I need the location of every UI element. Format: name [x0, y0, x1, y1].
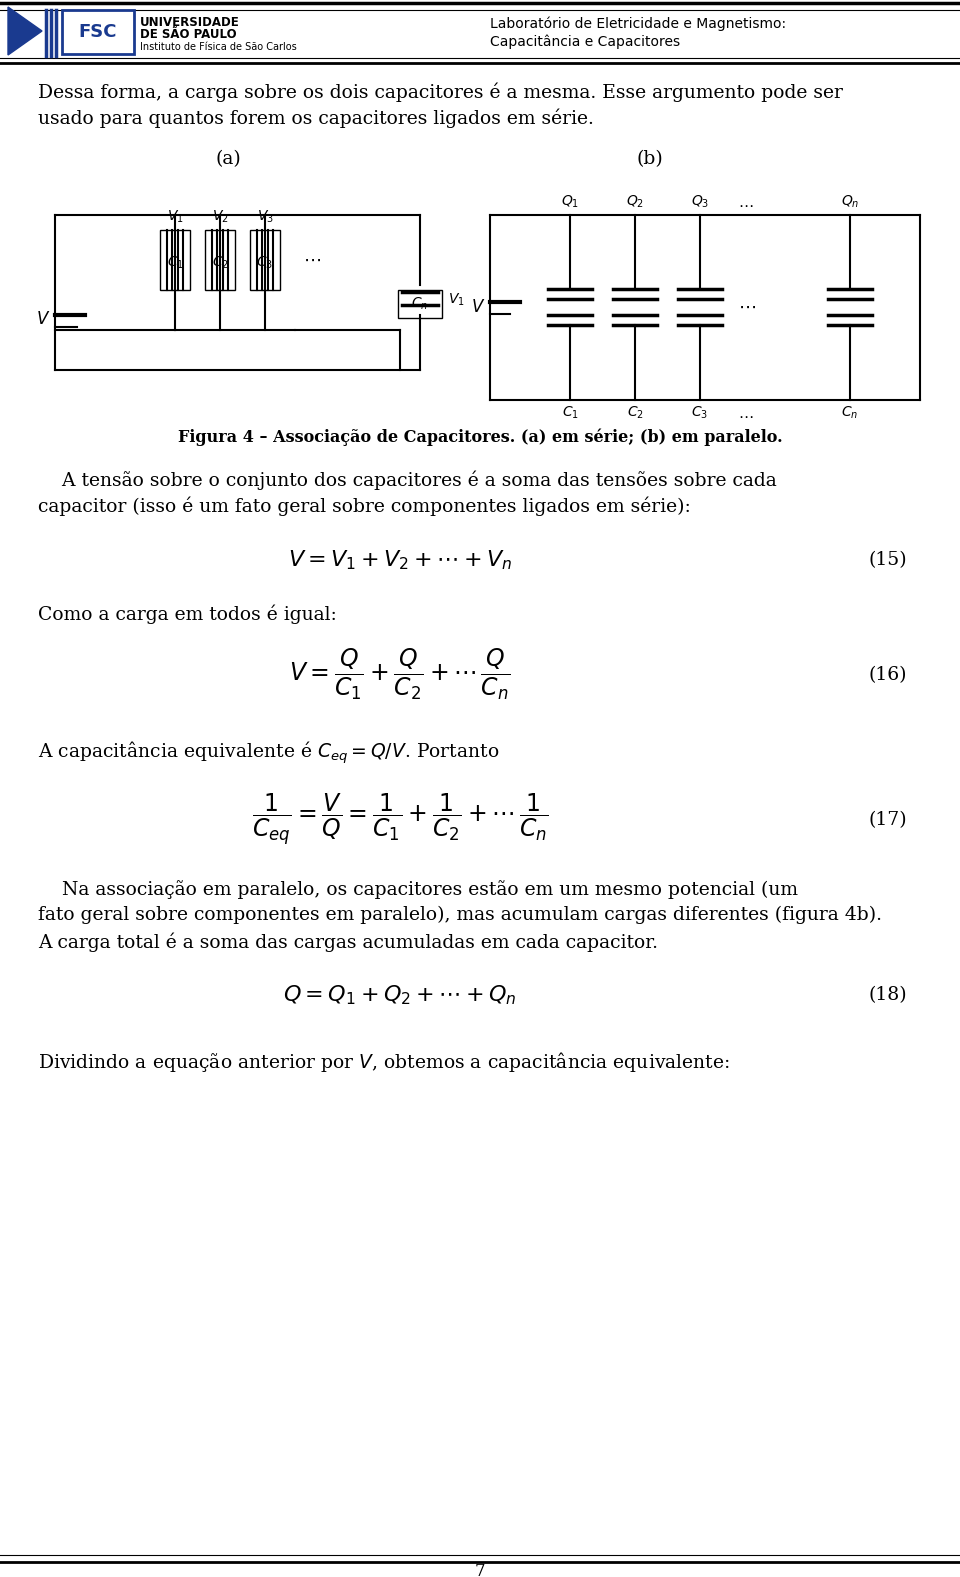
Polygon shape [8, 6, 42, 55]
Bar [62, 9, 134, 54]
Text: Dessa forma, a carga sobre os dois capacitores é a mesma. Esse argumento pode se: Dessa forma, a carga sobre os dois capac… [38, 82, 843, 101]
Text: DE SÃO PAULO: DE SÃO PAULO [140, 27, 236, 41]
Text: $Q = Q_1 + Q_2 + \cdots + Q_n$: $Q = Q_1 + Q_2 + \cdots + Q_n$ [283, 982, 516, 1006]
Text: $Q_1$: $Q_1$ [561, 194, 579, 210]
Bar [205, 230, 235, 290]
Text: $V_1$: $V_1$ [448, 292, 465, 308]
Text: (a): (a) [215, 150, 241, 169]
Bar [160, 230, 190, 290]
Text: $\cdots$: $\cdots$ [738, 298, 756, 315]
Text: $V$: $V$ [470, 298, 485, 315]
Text: (16): (16) [869, 665, 907, 684]
Text: (b): (b) [636, 150, 663, 169]
Text: $C_n$: $C_n$ [412, 296, 428, 312]
Text: Capacitância e Capacitores: Capacitância e Capacitores [490, 35, 680, 49]
Text: $Q_3$: $Q_3$ [691, 194, 709, 210]
Text: 7: 7 [474, 1563, 486, 1577]
Text: $V = \dfrac{Q}{C_1} + \dfrac{Q}{C_2} + \cdots\,\dfrac{Q}{C_n}$: $V = \dfrac{Q}{C_1} + \dfrac{Q}{C_2} + \… [289, 648, 511, 702]
Bar [398, 290, 442, 319]
Text: FSC: FSC [79, 24, 117, 41]
Text: $\cdots$: $\cdots$ [303, 251, 321, 270]
Text: $C_3$: $C_3$ [256, 255, 274, 271]
Text: UNIVERSIDADE: UNIVERSIDADE [140, 16, 240, 28]
Text: $C_n$: $C_n$ [841, 405, 858, 421]
Text: $C_2$: $C_2$ [211, 255, 228, 271]
Text: $V_2$: $V_2$ [211, 208, 228, 226]
Text: $C_1$: $C_1$ [166, 255, 183, 271]
Text: $V = V_1 + V_2 + \cdots + V_n$: $V = V_1 + V_2 + \cdots + V_n$ [288, 549, 512, 572]
Text: $V_3$: $V_3$ [256, 208, 274, 226]
Text: Dividindo a equação anterior por $V$, obtemos a capacitância equivalente:: Dividindo a equação anterior por $V$, ob… [38, 1050, 730, 1074]
Text: $\cdots$: $\cdots$ [738, 408, 754, 423]
Text: capacitor (isso é um fato geral sobre componentes ligados em série):: capacitor (isso é um fato geral sobre co… [38, 497, 691, 517]
Text: $\dfrac{1}{C_{eq}} = \dfrac{V}{Q} = \dfrac{1}{C_1} + \dfrac{1}{C_2} + \cdots\,\d: $\dfrac{1}{C_{eq}} = \dfrac{V}{Q} = \dfr… [252, 792, 548, 848]
Text: (17): (17) [869, 811, 907, 830]
Text: $\cdots$: $\cdots$ [738, 197, 754, 211]
Text: $Q_2$: $Q_2$ [626, 194, 644, 210]
Text: usado para quantos forem os capacitores ligados em série.: usado para quantos forem os capacitores … [38, 107, 594, 128]
Bar [250, 230, 280, 290]
Text: A carga total é a soma das cargas acumuladas em cada capacitor.: A carga total é a soma das cargas acumul… [38, 932, 658, 951]
Text: (18): (18) [869, 986, 907, 1005]
Text: $C_2$: $C_2$ [627, 405, 643, 421]
Text: Como a carga em todos é igual:: Como a carga em todos é igual: [38, 606, 337, 624]
Text: $C_1$: $C_1$ [562, 405, 579, 421]
Text: $C_3$: $C_3$ [691, 405, 708, 421]
Text: $V_1$: $V_1$ [167, 208, 183, 226]
Text: Figura 4 – Associação de Capacitores. (a) em série; (b) em paralelo.: Figura 4 – Associação de Capacitores. (a… [178, 427, 782, 445]
Text: (15): (15) [869, 550, 907, 569]
Text: Instituto de Física de São Carlos: Instituto de Física de São Carlos [140, 43, 297, 52]
Text: $Q_n$: $Q_n$ [841, 194, 859, 210]
Text: A tensão sobre o conjunto dos capacitores é a soma das tensões sobre cada: A tensão sobre o conjunto dos capacitore… [38, 470, 777, 489]
Text: Na associação em paralelo, os capacitores estão em um mesmo potencial (um: Na associação em paralelo, os capacitore… [38, 880, 798, 899]
Text: $V$: $V$ [36, 312, 50, 328]
Text: A capacitância equivalente é $C_{eq} = Q / V$. Portanto: A capacitância equivalente é $C_{eq} = Q… [38, 740, 499, 766]
Text: fato geral sobre componentes em paralelo), mas acumulam cargas diferentes (figur: fato geral sobre componentes em paralelo… [38, 907, 882, 924]
Text: Laboratório de Eletricidade e Magnetismo:: Laboratório de Eletricidade e Magnetismo… [490, 17, 786, 32]
